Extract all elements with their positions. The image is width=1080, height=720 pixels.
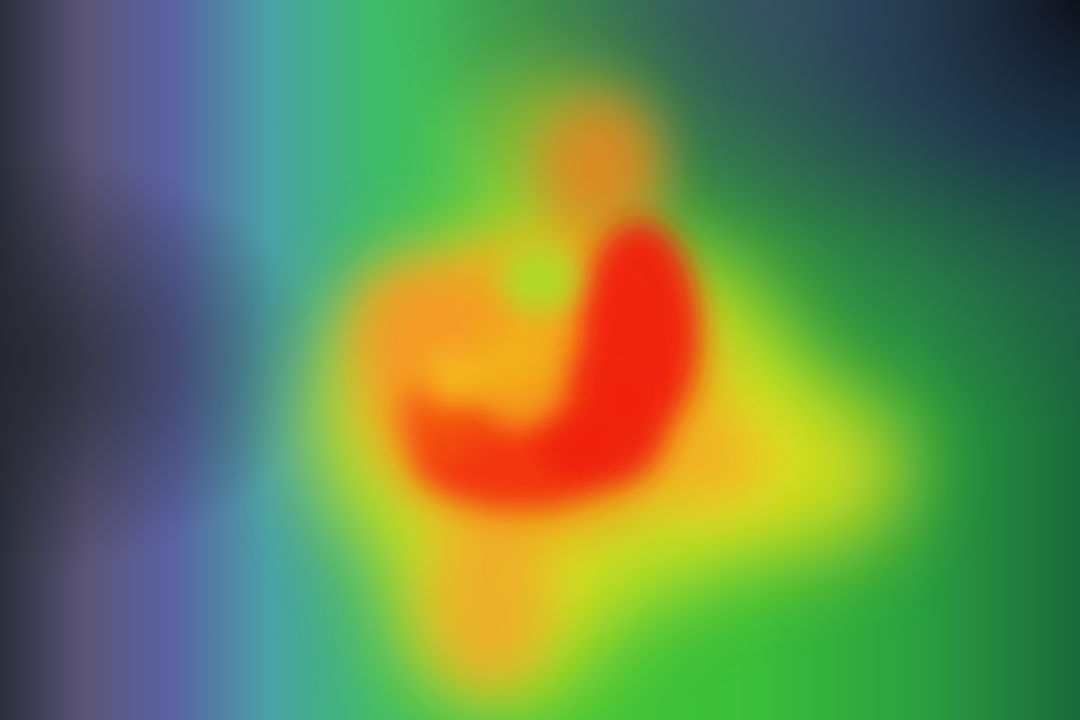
red-hotspot: [400, 220, 700, 510]
inner-yellow-patches: [425, 245, 580, 430]
